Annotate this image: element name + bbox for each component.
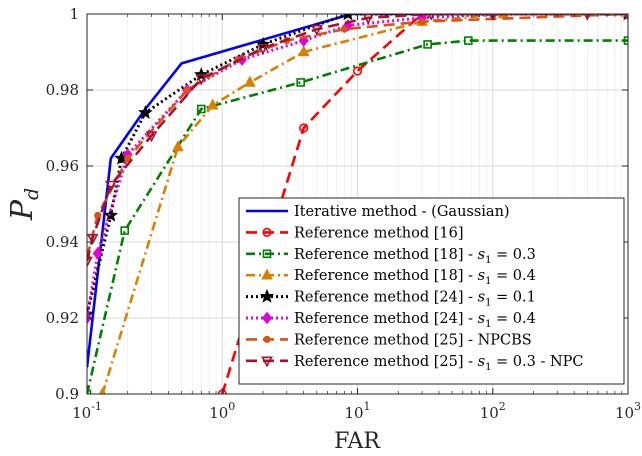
y-tick-label: 0.92 <box>46 309 79 327</box>
x-tick-label: 101 <box>344 400 370 422</box>
data-point-5 <box>194 67 209 82</box>
legend-item: Reference method [25] - s1 = 0.3 - NPC <box>246 354 584 373</box>
y-tick-label: 0.9 <box>55 385 79 403</box>
data-point-8 <box>427 14 435 21</box>
ticks <box>86 13 629 395</box>
data-point-3 <box>296 78 305 87</box>
data-point-8 <box>87 233 99 245</box>
y-tick-label: 1 <box>69 5 79 23</box>
data-point-4 <box>244 75 256 87</box>
legend-swatch-marker <box>261 356 273 368</box>
data-point-3 <box>623 36 628 45</box>
data-point-3 <box>423 40 432 49</box>
data-point-8 <box>310 24 323 36</box>
x-tick-label: 102 <box>480 400 506 422</box>
data-point-7 <box>94 211 102 219</box>
y-tick-label: 0.98 <box>46 81 79 99</box>
data-point-4 <box>98 387 106 394</box>
data-point-3 <box>464 36 473 45</box>
legend-label: Reference method [25] - NPCBS <box>294 332 532 348</box>
data-point-2 <box>352 66 363 76</box>
data-point-8 <box>257 43 269 55</box>
data-point-8 <box>195 74 208 86</box>
y-axis-title-sub: d <box>21 188 43 200</box>
legend-label: Reference method [25] - s1 = 0.3 - NPC <box>294 354 584 373</box>
y-tick-label: 0.94 <box>46 233 79 251</box>
legend-swatch-marker <box>263 335 271 344</box>
legend-label: Reference method [24] - s1 = 0.1 <box>294 290 536 309</box>
y-tick-label: 0.96 <box>46 157 79 175</box>
data-point-5 <box>343 14 353 21</box>
tick-labels: 10-1 100 101 102 103 0.9 0.92 0.94 0.96 0.98 1 <box>46 5 641 422</box>
legend-label: Reference method [16] <box>294 225 464 241</box>
x-tick-label: 100 <box>209 400 235 422</box>
legend-label: Reference method [18] - s1 = 0.3 <box>294 247 536 266</box>
data-point-7 <box>340 25 348 33</box>
legend-swatch-marker <box>261 311 273 325</box>
legend-label: Iterative method - (Gaussian) <box>294 204 510 220</box>
legend-swatch-marker <box>261 268 273 280</box>
legend-item: Iterative method - (Gaussian) <box>246 204 510 220</box>
legend-box <box>238 197 625 385</box>
series-8 <box>87 14 628 268</box>
legend-item: Reference method [24] - s1 = 0.4 <box>246 311 536 330</box>
data-point-8 <box>583 14 591 21</box>
series-line-8 <box>87 14 628 262</box>
data-point-4 <box>206 98 219 110</box>
legend-label: Reference method [18] - s1 = 0.4 <box>294 268 536 287</box>
x-tick-label: 103 <box>615 400 641 422</box>
legend-item: Reference method [24] - s1 = 0.1 <box>246 288 536 309</box>
x-tick-label: 10-1 <box>72 400 102 422</box>
data-point-8 <box>624 14 628 21</box>
data-point-8 <box>489 14 497 21</box>
data-point-6 <box>92 247 103 260</box>
series-3 <box>87 36 628 394</box>
y-axis-title: Pd <box>5 188 43 221</box>
data-point-2 <box>299 123 309 133</box>
data-point-7 <box>124 154 132 162</box>
data-point-8 <box>145 131 158 143</box>
legend-swatch-marker <box>262 227 272 237</box>
legend-item: Reference method [18] - s1 = 0.3 <box>246 247 536 266</box>
legend-swatch-marker <box>259 288 275 303</box>
data-point-8 <box>87 256 93 268</box>
data-point-3 <box>196 104 206 114</box>
series-layer <box>87 14 628 394</box>
legend-item: Reference method [25] - NPCBS <box>246 332 532 348</box>
series-line-6 <box>87 14 628 319</box>
legend-swatch-marker <box>262 249 272 259</box>
data-point-5 <box>138 105 153 120</box>
data-point-4 <box>297 45 310 57</box>
legend-label: Reference method [24] - s1 = 0.4 <box>294 311 536 330</box>
legend-item: Reference method [16] <box>246 225 464 241</box>
data-point-7 <box>183 86 191 94</box>
legend: Iterative method - (Gaussian) Reference m… <box>238 197 625 385</box>
y-axis-title-main: P <box>5 199 40 221</box>
x-axis-title: FAR <box>334 429 381 454</box>
data-point-7 <box>418 18 426 26</box>
data-point-4 <box>172 140 184 152</box>
data-point-3 <box>120 226 130 235</box>
legend-item: Reference method [18] - s1 = 0.4 <box>246 268 536 287</box>
data-point-5 <box>255 36 271 51</box>
data-point-4 <box>497 14 510 19</box>
data-point-8 <box>104 180 117 192</box>
